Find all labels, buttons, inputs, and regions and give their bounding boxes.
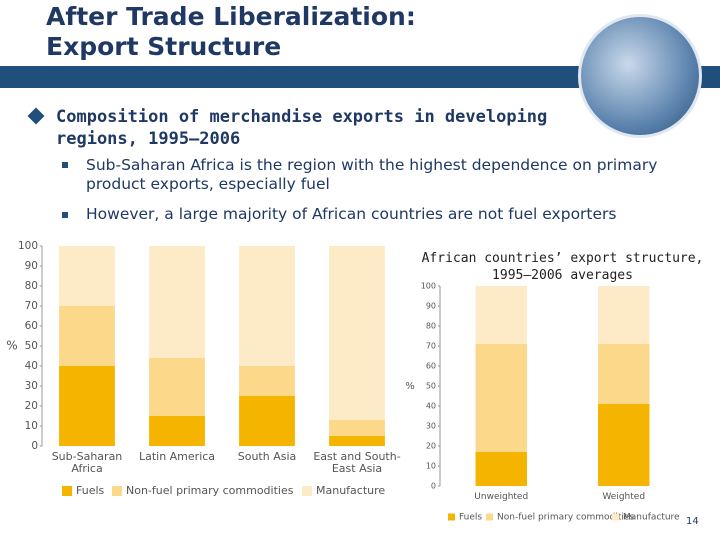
bar-segment (59, 306, 115, 366)
y-tick-label: 100 (18, 240, 38, 252)
title-band (0, 66, 720, 88)
y-tick-label: 40 (426, 402, 436, 411)
chart-title: African countries’ export structure, 199… (421, 251, 704, 283)
y-tick-label: 100 (421, 282, 436, 291)
legend-label: Manufacture (623, 513, 680, 523)
y-tick-label: 10 (426, 462, 436, 471)
bar-segment (329, 246, 385, 420)
bullet: Composition of merchandise exports in de… (56, 107, 548, 149)
page-number: 14 (686, 516, 699, 527)
y-tick-label: 10 (25, 420, 38, 432)
y-tick-label: 0 (31, 440, 38, 452)
legend-swatch (448, 513, 455, 521)
x-tick-label: Unweighted (474, 492, 529, 502)
y-tick-label: 90 (25, 260, 38, 272)
legend-swatch (62, 486, 72, 496)
y-tick-label: 30 (25, 380, 38, 392)
y-tick-label: 80 (426, 322, 436, 331)
subbullet-marker (62, 212, 68, 218)
y-tick-label: 60 (25, 320, 38, 332)
legend-label: Fuels (459, 513, 482, 523)
y-tick-label: 20 (25, 400, 38, 412)
bar-segment (598, 404, 650, 486)
y-tick-label: 60 (426, 362, 436, 371)
y-tick-label: 90 (426, 302, 436, 311)
y-tick-label: 50 (25, 340, 38, 352)
subbullet: Sub-Saharan Africa is the region with th… (86, 156, 658, 193)
bar-segment (329, 420, 385, 436)
bar-segment (149, 358, 205, 416)
y-tick-label: 50 (426, 382, 436, 391)
legend-swatch (612, 513, 619, 521)
y-tick-label: 0 (431, 482, 436, 491)
x-tick-label: Latin America (138, 450, 216, 463)
subbullet: However, a large majority of African cou… (86, 205, 617, 223)
bar-segment (239, 396, 295, 446)
x-tick-label: South Asia (237, 450, 297, 463)
x-tick-label: East and South-East Asia (313, 450, 401, 475)
logo (578, 14, 702, 138)
bar-segment (239, 366, 295, 396)
y-axis-label: % (6, 339, 17, 353)
legend-swatch (302, 486, 312, 496)
bar-segment (475, 344, 527, 452)
legend-label: Non-fuel primary commodities (497, 513, 634, 523)
legend-label: Non-fuel primary commodities (126, 484, 294, 497)
bar-segment (475, 286, 527, 344)
y-tick-label: 80 (25, 280, 38, 292)
x-tick-label: Weighted (602, 492, 646, 502)
bar-segment (475, 452, 527, 486)
bar-segment (149, 246, 205, 358)
y-tick-label: 30 (426, 422, 436, 431)
slide-title: After Trade Liberalization: Export Struc… (46, 2, 416, 61)
y-tick-label: 70 (25, 300, 38, 312)
y-tick-label: 20 (426, 442, 436, 451)
bar-segment (598, 344, 650, 404)
bar-segment (598, 286, 650, 344)
y-axis-label: % (405, 381, 415, 392)
legend-swatch (112, 486, 122, 496)
bar-segment (149, 416, 205, 446)
legend-label: Fuels (76, 484, 105, 497)
x-tick-label: Sub-Saharan Africa (51, 450, 123, 475)
legend-swatch (486, 513, 493, 521)
bar-segment (329, 436, 385, 446)
y-tick-label: 70 (426, 342, 436, 351)
bar-segment (59, 246, 115, 306)
bar-segment (239, 246, 295, 366)
bar-segment (59, 366, 115, 446)
y-tick-label: 40 (25, 360, 38, 372)
subbullet-marker (62, 162, 68, 168)
legend-label: Manufacture (316, 484, 385, 497)
